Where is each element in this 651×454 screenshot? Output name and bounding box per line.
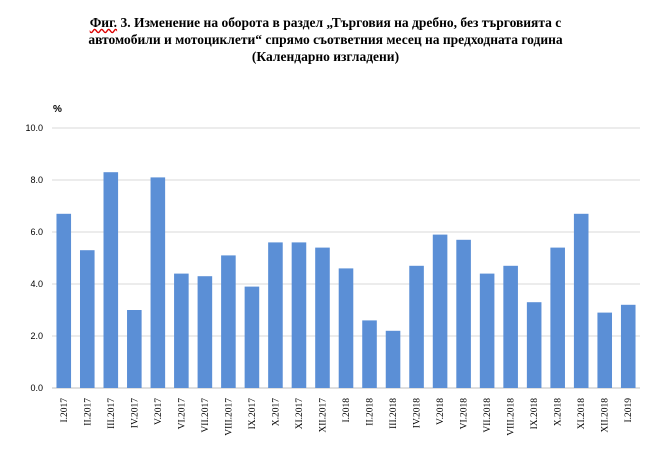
x-tick-label: IV.2017: [130, 398, 140, 428]
x-tick-label: V.2018: [436, 398, 446, 425]
x-tick-label: VI.2017: [177, 398, 187, 430]
bar-I.2017: [56, 213, 72, 388]
bar-III.2017: [103, 172, 119, 388]
x-tick-label: VIII.2018: [507, 398, 517, 436]
y-tick-label: 4.0: [30, 279, 43, 289]
x-tick-label: X.2017: [271, 398, 281, 426]
y-tick-label: 2.0: [30, 331, 43, 341]
bar-XI.2017: [291, 242, 307, 388]
bar-V.2017: [150, 177, 166, 388]
x-tick-label: IX.2017: [248, 398, 258, 430]
x-tick-label: VIII.2017: [224, 398, 234, 436]
bar-III.2018: [385, 330, 401, 388]
x-tick-label: XI.2018: [577, 398, 587, 430]
title-prefix: Фиг.: [89, 15, 118, 30]
bar-II.2018: [362, 320, 377, 388]
bar-VII.2018: [479, 273, 495, 388]
x-tick-label: X.2018: [554, 398, 564, 426]
bar-I.2019: [620, 304, 636, 388]
bar-IX.2017: [244, 286, 260, 388]
chart-title: Фиг. 3. Изменение на оборота в раздел „Т…: [0, 14, 651, 65]
bar-VIII.2018: [503, 265, 518, 388]
x-tick-label: VII.2018: [483, 398, 493, 433]
bar-XI.2018: [573, 213, 589, 388]
bar-VIII.2017: [221, 255, 236, 388]
bar-II.2017: [79, 250, 95, 388]
bar-X.2017: [268, 242, 283, 388]
bar-X.2018: [550, 247, 565, 388]
bar-VI.2018: [456, 239, 471, 388]
y-axis-unit: %: [53, 104, 62, 115]
y-tick-label: 8.0: [30, 175, 43, 185]
bar-XII.2018: [597, 312, 613, 388]
bar-IX.2018: [526, 302, 542, 388]
x-tick-label: VII.2017: [201, 398, 211, 433]
x-tick-label: III.2017: [107, 398, 117, 429]
x-tick-label: IX.2018: [530, 398, 540, 430]
bar-XII.2017: [315, 247, 330, 388]
x-tick-label: III.2018: [389, 398, 399, 429]
x-tick-label: IV.2018: [413, 398, 423, 428]
x-tick-label: V.2017: [154, 398, 164, 425]
x-tick-label: XI.2017: [295, 398, 305, 430]
y-tick-label: 10.0: [25, 123, 43, 133]
y-tick-label: 0.0: [30, 383, 43, 393]
x-axis-labels: I.2017 II.2017 III.2017 IV.2017 V.2017 VI.201…: [60, 398, 634, 436]
x-tick-label: I.2017: [60, 398, 70, 423]
x-tick-label: II.2017: [83, 398, 93, 426]
y-tick-label: 6.0: [30, 227, 43, 237]
x-tick-label: I.2019: [624, 398, 634, 423]
bar-VI.2017: [174, 273, 189, 388]
x-tick-label: II.2018: [366, 398, 376, 426]
x-tick-label: XII.2018: [601, 398, 611, 433]
bar-VII.2017: [197, 276, 213, 388]
y-axis-ticks: 0.0 2.0 4.0 6.0 8.0 10.0: [25, 123, 43, 393]
bars: [56, 172, 636, 388]
bar-IV.2018: [409, 265, 424, 388]
title-line-1: 3. Изменение на оборота в раздел „Търгов…: [117, 15, 562, 30]
x-tick-label: VI.2018: [460, 398, 470, 430]
x-tick-label: I.2018: [342, 398, 352, 423]
bar-V.2018: [432, 234, 448, 388]
x-tick-label: XII.2017: [318, 398, 328, 433]
gridlines: [52, 127, 640, 389]
bar-I.2018: [338, 268, 354, 388]
title-line-3: (Календарно изгладени): [251, 49, 400, 64]
title-line-2: автомобили и мотоциклети“ спрямо съответ…: [88, 32, 563, 47]
bar-IV.2017: [127, 310, 142, 388]
